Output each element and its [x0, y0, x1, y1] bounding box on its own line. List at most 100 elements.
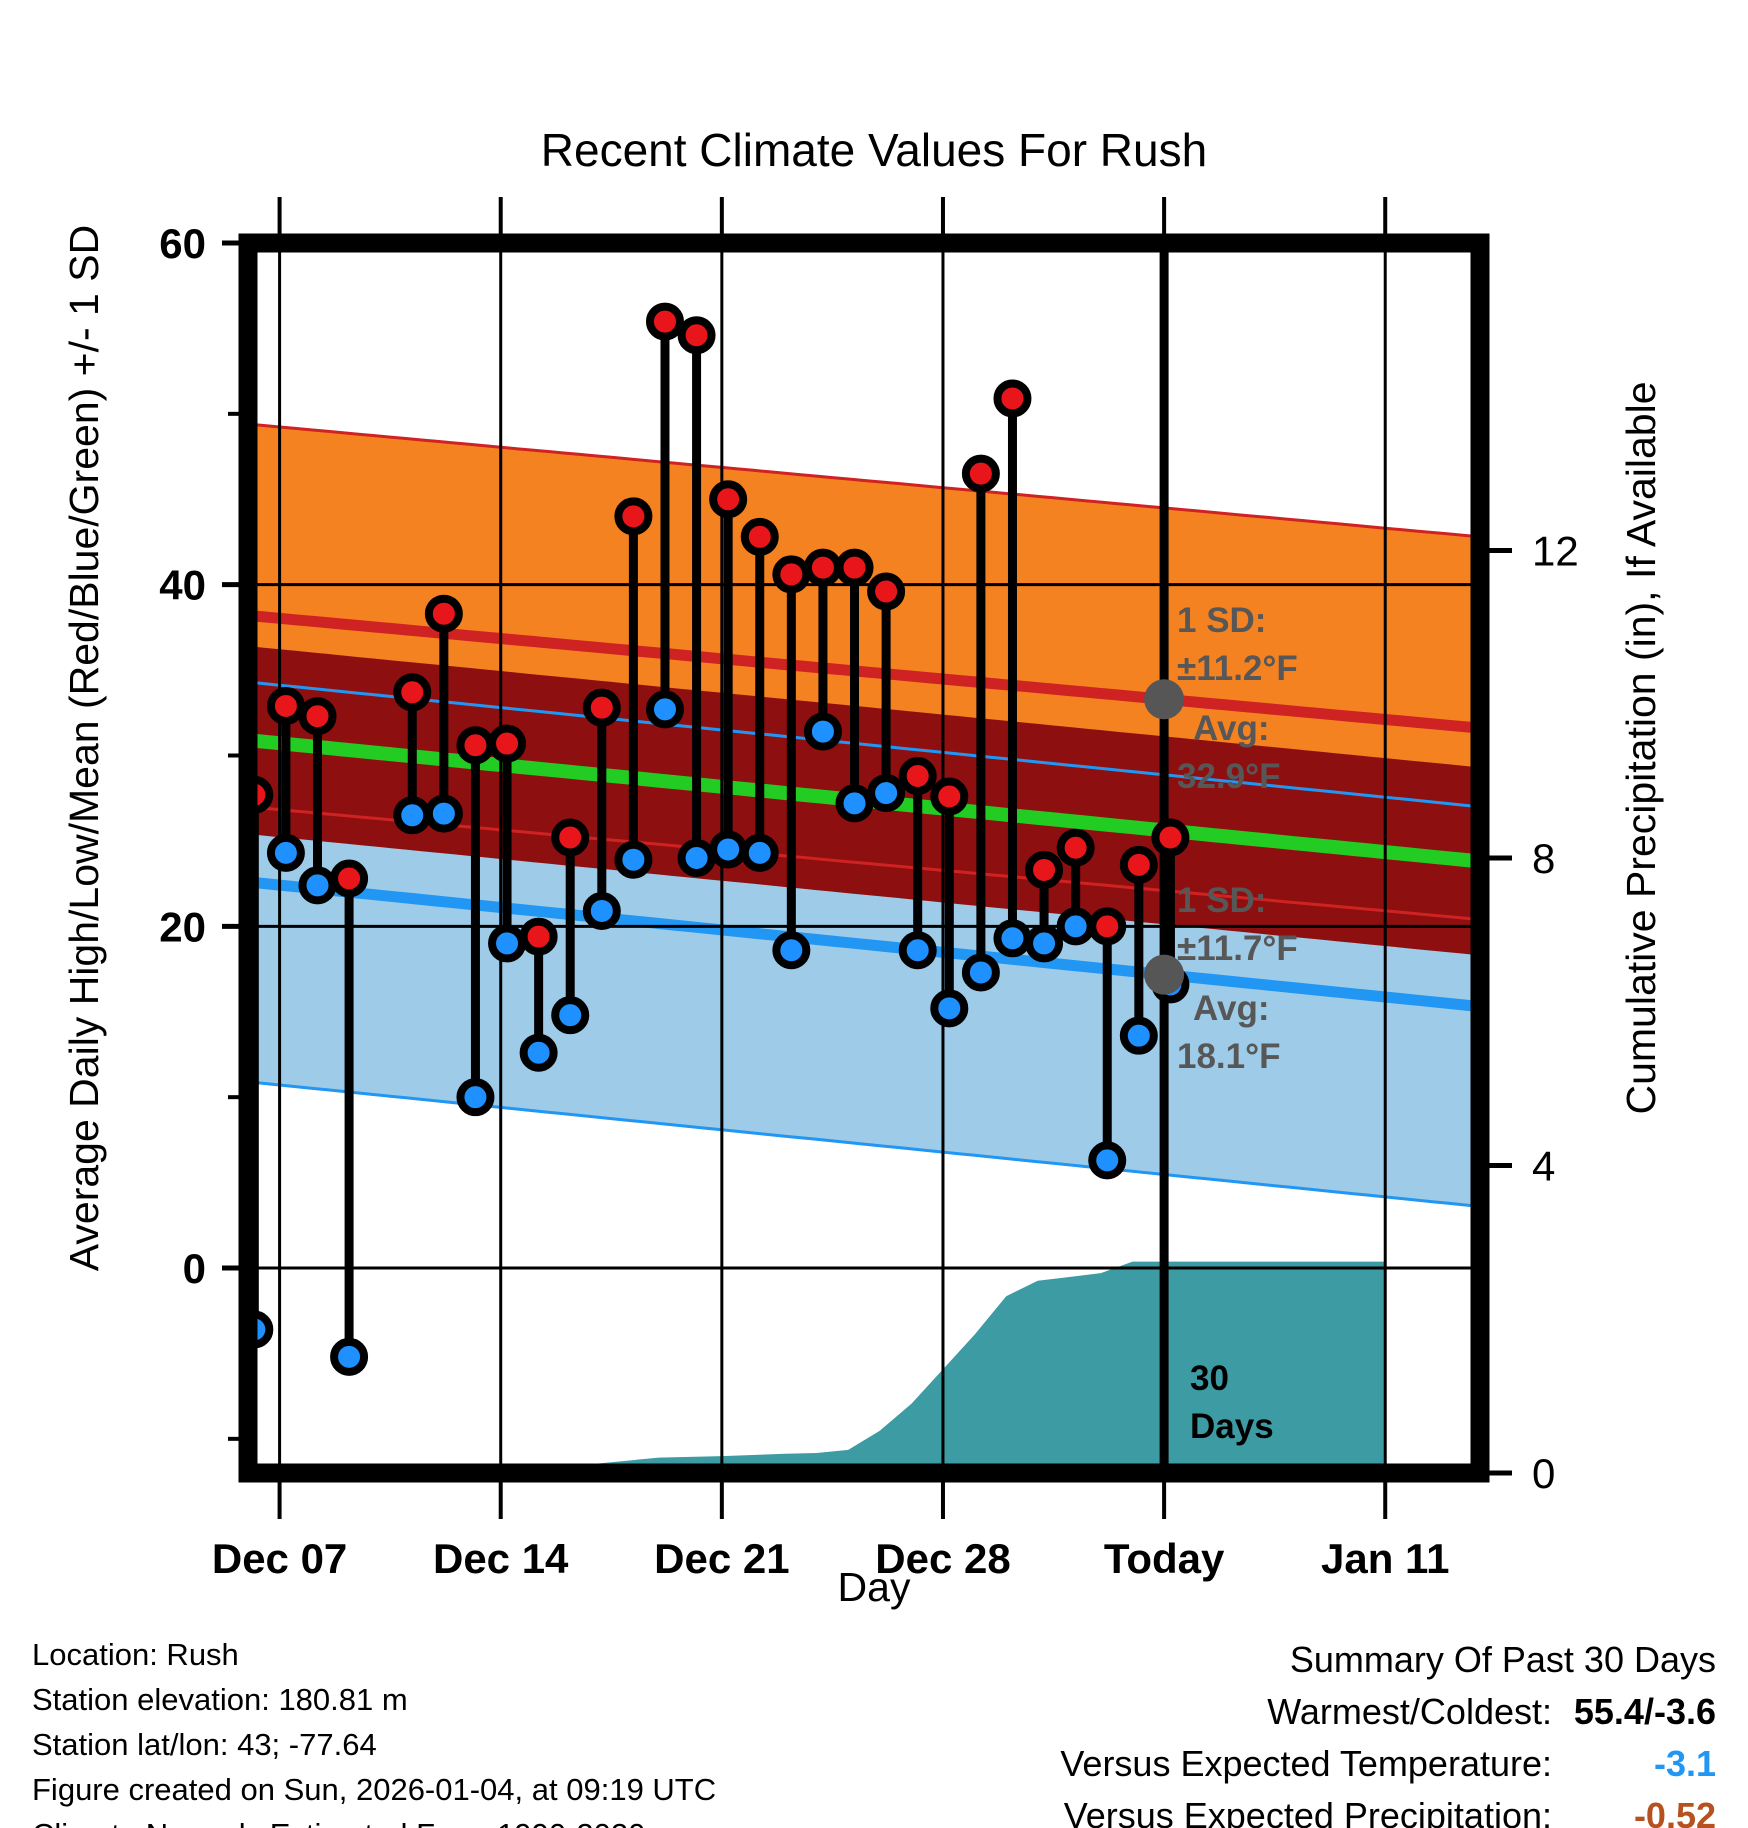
- low-marker: [488, 924, 527, 963]
- caption-block: Location: Rush Station elevation: 180.81 …: [32, 1637, 716, 1828]
- high-marker: [551, 818, 590, 857]
- low-marker: [298, 866, 337, 905]
- today-normal-dots: [1144, 679, 1185, 995]
- high-marker: [835, 548, 874, 587]
- high-marker: [488, 724, 527, 763]
- high-marker: [645, 302, 684, 341]
- today-low-normal-dot: [1144, 954, 1185, 995]
- axis-frame: [238, 233, 1490, 1483]
- caption-line: Station elevation: 180.81 m: [32, 1682, 408, 1717]
- axis-ticks: 0 20 40 60 0 4 8 12 Dec 07 Dec 14 Dec 21 Dec 28 Toda…: [159, 197, 1579, 1582]
- low-marker: [456, 1078, 495, 1117]
- low-marker: [645, 690, 684, 729]
- high-normal-line: [248, 609, 1480, 734]
- high-marker: [456, 726, 495, 765]
- period-label-line2: Days: [1190, 1407, 1274, 1446]
- caption-line: Station lat/lon: 43; -77.64: [32, 1727, 377, 1762]
- low-marker: [961, 953, 1000, 992]
- x-tick-label: Today: [1104, 1535, 1225, 1582]
- summary-row-value: -0.52: [1634, 1795, 1716, 1828]
- y-right-tick-label: 12: [1532, 528, 1579, 575]
- high-marker: [961, 454, 1000, 493]
- high-band-edge: [248, 422, 1480, 539]
- high-marker: [677, 316, 716, 355]
- high-marker: [393, 673, 432, 712]
- y-tick-label: 40: [159, 562, 206, 609]
- high-marker: [1056, 828, 1095, 867]
- chart-title: Recent Climate Values For Rush: [541, 124, 1207, 176]
- low-marker: [803, 712, 842, 751]
- low-marker: [867, 774, 906, 813]
- low-marker: [709, 830, 748, 869]
- high-marker: [867, 572, 906, 611]
- y-tick-label: 20: [159, 903, 206, 950]
- high-sd-label: 1 SD:: [1177, 601, 1266, 640]
- low-band-edge: [248, 680, 1480, 809]
- summary-row-label: Versus Expected Temperature:: [1060, 1743, 1552, 1784]
- high-marker: [993, 379, 1032, 418]
- high-marker: [709, 480, 748, 519]
- caption-line: Climate Normals Estimated From 1990-2020: [32, 1817, 645, 1828]
- low-marker: [393, 796, 432, 835]
- high-marker: [898, 757, 937, 795]
- summary-row-value: 55.4/-3.6: [1574, 1691, 1716, 1732]
- low-normal-line: [248, 876, 1480, 1013]
- low-marker: [835, 784, 874, 823]
- low-sd-label: 1 SD:: [1177, 881, 1266, 920]
- high-sd-value: ±11.2°F: [1177, 649, 1298, 688]
- high-avg-value: 32.9°F: [1177, 757, 1281, 796]
- high-marker: [330, 859, 369, 898]
- summary-block: Summary Of Past 30 Days Warmest/Coldest:…: [1060, 1639, 1716, 1828]
- caption-line: Figure created on Sun, 2026-01-04, at 09…: [32, 1772, 716, 1807]
- low-marker: [898, 931, 937, 970]
- high-marker: [266, 686, 305, 725]
- low-marker: [930, 989, 969, 1028]
- low-marker: [614, 840, 653, 879]
- x-tick-label: Dec 14: [433, 1535, 569, 1582]
- summary-row-label: Versus Expected Precipitation:: [1064, 1795, 1552, 1828]
- low-marker: [1025, 924, 1064, 963]
- y-right-tick-label: 4: [1532, 1143, 1555, 1190]
- low-marker: [582, 891, 621, 930]
- low-marker: [1119, 1016, 1158, 1055]
- high-avg-label: Avg:: [1193, 709, 1269, 748]
- x-tick-label: Dec 21: [654, 1535, 789, 1582]
- high-marker: [1025, 850, 1064, 889]
- high-marker: [930, 777, 969, 816]
- y-tick-label: 0: [183, 1245, 206, 1292]
- high-marker: [424, 594, 463, 633]
- low-marker: [1088, 1141, 1127, 1180]
- high-marker: [772, 555, 811, 594]
- plot-annotations: 1 SD: ±11.2°F Avg: 32.9°F 1 SD: ±11.7°F …: [1177, 601, 1298, 1446]
- y-right-tick-label: 0: [1532, 1450, 1555, 1497]
- high-marker: [803, 548, 842, 587]
- summary-row-value: -3.1: [1654, 1743, 1716, 1784]
- high-marker: [1151, 818, 1190, 857]
- high-marker: [519, 917, 558, 956]
- high-marker: [1119, 845, 1158, 884]
- low-marker: [993, 919, 1032, 958]
- high-marker: [298, 697, 337, 736]
- y-right-tick-label: 8: [1532, 835, 1555, 882]
- low-marker: [330, 1337, 369, 1376]
- low-marker: [424, 794, 463, 833]
- x-axis-label: Day: [838, 1564, 911, 1610]
- x-tick-label: Dec 07: [212, 1535, 347, 1582]
- x-tick-label: Dec 28: [875, 1535, 1010, 1582]
- low-marker: [551, 996, 590, 1035]
- low-avg-label: Avg:: [1193, 989, 1269, 1028]
- high-marker: [740, 517, 779, 556]
- y-tick-label: 60: [159, 220, 206, 267]
- low-marker: [519, 1033, 558, 1072]
- high-marker: [1088, 907, 1127, 946]
- high-marker: [582, 688, 621, 727]
- low-marker: [1056, 907, 1095, 946]
- today-high-normal-dot: [1144, 679, 1185, 720]
- period-label-line1: 30: [1190, 1359, 1229, 1398]
- y-axis-label: Average Daily High/Low/Mean (Red/Blue/Gr…: [61, 225, 107, 1271]
- low-marker: [740, 833, 779, 872]
- high-marker: [614, 497, 653, 536]
- x-tick-label: Jan 11: [1321, 1535, 1449, 1582]
- low-marker: [266, 833, 305, 872]
